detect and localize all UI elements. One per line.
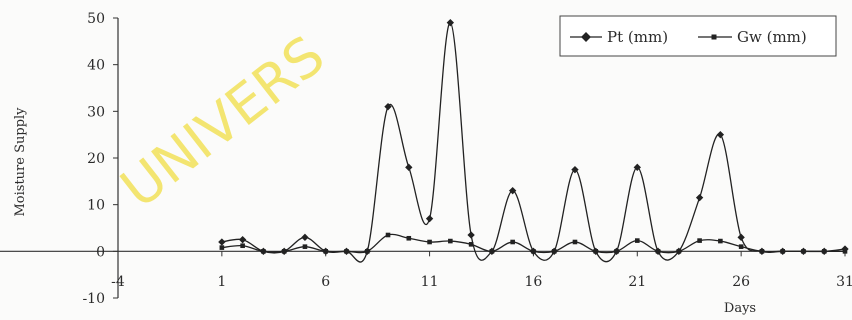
data-point-pt [467,231,475,239]
data-point-gw [593,249,599,254]
watermark-text: UNIVERS [109,24,336,221]
data-point-pt [238,235,247,244]
watermark: UNIVERS [109,24,336,221]
y-tick-label: 30 [87,104,105,120]
data-point-pt [716,130,725,139]
data-point-gw [489,249,495,254]
data-point-gw [468,242,474,247]
legend-marker-pt [581,32,591,42]
data-point-pt [384,102,392,111]
legend-label-gw: Gw (mm) [737,28,807,46]
x-tick-label: 26 [732,274,750,290]
x-tick-label: 6 [321,274,330,290]
series-layer [218,18,849,263]
x-axis-title: Days [724,301,756,316]
y-tick-label: 10 [87,198,105,214]
data-point-gw [634,238,640,243]
data-point-gw [572,239,578,245]
data-point-pt [425,214,434,223]
y-tick-label: 40 [87,58,105,74]
x-tick-label: 1 [217,274,226,290]
data-point-gw [801,249,806,254]
data-point-gw [842,249,848,254]
x-tick-label: 31 [836,274,852,290]
data-point-gw [385,232,391,238]
y-axis-title: Moisture Supply [13,107,28,217]
y-axis-ticks: -10 0 10 20 30 40 50 [82,11,118,307]
data-point-gw [364,249,370,254]
y-tick-label: 50 [87,11,105,27]
data-point-pt [508,186,517,195]
y-tick-label: 20 [87,151,105,167]
x-tick-label: 21 [628,274,646,290]
y-tick-label: -10 [82,291,105,307]
data-point-gw [427,239,432,245]
data-point-gw [697,238,702,243]
x-axis-ticks: -4 1 6 11 16 21 26 31 [111,251,852,290]
data-point-gw [738,244,744,249]
data-point-gw [780,249,785,254]
data-point-gw [718,238,723,244]
data-point-pt [446,18,455,27]
legend-marker-gw [711,34,717,40]
data-point-gw [510,239,515,245]
data-point-pt [737,233,745,242]
data-point-gw [676,249,682,254]
data-point-pt [571,165,579,174]
data-point-gw [261,249,266,254]
data-point-gw [551,249,557,254]
data-point-gw [406,235,412,241]
legend: Pt (mm) Gw (mm) [559,15,837,57]
y-tick-label: 0 [96,244,105,260]
data-point-gw [821,249,827,254]
data-point-gw [759,249,765,254]
data-point-gw [655,249,661,254]
data-point-gw [323,249,329,254]
data-point-gw [448,238,453,244]
data-point-pt [301,233,309,242]
data-point-gw [219,245,225,250]
data-point-gw [614,249,619,254]
data-point-gw [240,243,245,249]
legend-box [559,15,837,57]
x-tick-label: 16 [525,274,543,290]
data-point-gw [302,244,308,249]
data-point-gw [281,249,287,254]
series-gw [219,232,848,254]
legend-label-pt: Pt (mm) [607,28,668,46]
data-point-gw [531,249,536,254]
data-point-gw [344,249,349,254]
data-point-pt [695,193,704,202]
data-point-pt [218,238,226,246]
x-tick-label: -4 [111,274,125,290]
data-point-pt [405,163,413,172]
x-tick-label: 11 [421,274,439,290]
